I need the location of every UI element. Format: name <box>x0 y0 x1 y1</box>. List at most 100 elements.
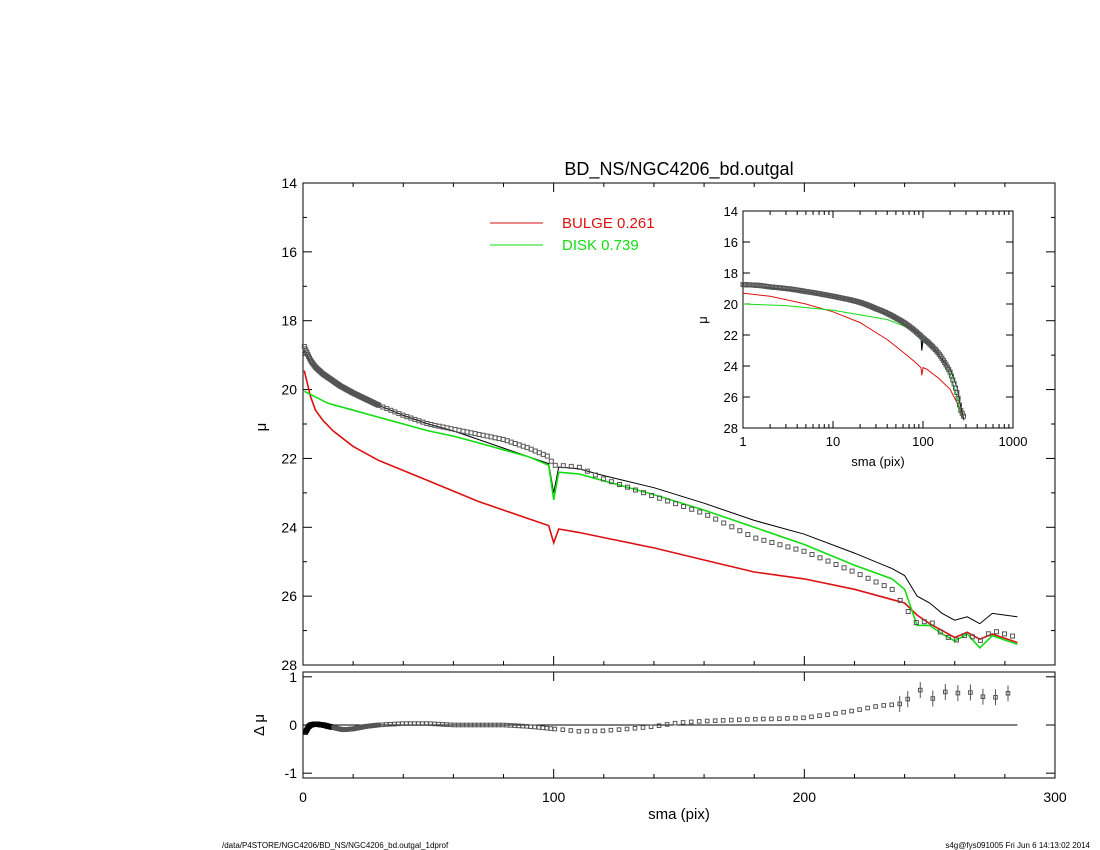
observed-data-point <box>714 517 718 521</box>
observed-data-point <box>497 437 501 441</box>
observed-data-point <box>746 533 750 537</box>
footer-file-path: /data/P4STORE/NGC4206/BD_NS/NGC4206_bd.o… <box>222 841 448 850</box>
observed-data-point <box>698 510 702 514</box>
residual-x-tick-label: 0 <box>299 789 307 805</box>
residual-data-point <box>802 716 806 720</box>
residual-data-point <box>874 705 878 709</box>
residual-data-point <box>810 715 814 719</box>
residual-data-point <box>633 727 637 731</box>
residual-data-point <box>689 720 693 724</box>
inset-x-label: sma (pix) <box>851 454 904 469</box>
chart-title: BD_NS/NGC4206_bd.outgal <box>564 159 793 180</box>
y-tick-label: 14 <box>281 175 297 191</box>
residual-data-point <box>673 721 677 725</box>
observed-data-point <box>485 434 489 438</box>
inset-y-tick-label: 18 <box>724 266 738 281</box>
observed-data-point <box>786 545 790 549</box>
residual-x-tick-label: 200 <box>793 789 817 805</box>
observed-data-point <box>517 443 521 447</box>
residual-data-point <box>746 718 750 722</box>
observed-data-point <box>682 505 686 509</box>
observed-data-point <box>505 439 509 443</box>
inset-y-tick-label: 26 <box>724 390 738 405</box>
y-tick-label: 24 <box>281 519 297 535</box>
observed-data-point <box>770 541 774 545</box>
y-tick-label: 18 <box>281 313 297 329</box>
inset-background <box>743 211 1013 428</box>
observed-data-point <box>513 442 517 446</box>
y-tick-label: 16 <box>281 244 297 260</box>
residual-x-tick-label: 300 <box>1043 789 1067 805</box>
observed-data-point <box>525 446 529 450</box>
observed-data-point <box>866 576 870 580</box>
residual-y-label: Δ μ <box>251 714 268 736</box>
residual-data-point <box>762 717 766 721</box>
residual-series-group <box>303 682 1017 734</box>
inset-y-tick-label: 20 <box>724 297 738 312</box>
observed-data-point <box>537 451 541 455</box>
residual-data-point <box>577 730 581 734</box>
residual-data-point <box>705 719 709 723</box>
residual-data-point <box>569 729 573 733</box>
residual-data-point <box>553 727 557 731</box>
residual-axis-ticks: 10-10 100 200 300 <box>285 669 1067 805</box>
inset-y-label: μ <box>695 316 710 324</box>
residual-data-point <box>713 719 717 723</box>
residual-data-point <box>754 717 758 721</box>
residual-y-tick-label: -1 <box>285 765 298 781</box>
residual-data-point <box>738 718 742 722</box>
residual-y-tick-label: 1 <box>289 669 297 685</box>
residual-data-point <box>866 706 870 710</box>
footer-timestamp: s4g@fys091005 Fri Jun 6 14:13:02 2014 <box>945 841 1090 850</box>
residual-data-point <box>890 703 894 707</box>
observed-data-point <box>906 610 910 614</box>
observed-data-point <box>501 437 505 441</box>
observed-data-point <box>778 543 782 547</box>
residual-data-point <box>858 708 862 712</box>
residual-data-point <box>818 714 822 718</box>
observed-data-point <box>802 549 806 553</box>
residual-data-point <box>561 728 565 732</box>
residual-data-point <box>826 713 830 717</box>
observed-data-point <box>481 433 485 437</box>
observed-data-point <box>858 573 862 577</box>
residual-data-point <box>545 726 549 730</box>
observed-data-point <box>545 454 549 458</box>
observed-data-point <box>509 440 513 444</box>
observed-data-point <box>473 432 477 436</box>
observed-data-point <box>461 429 465 433</box>
observed-data-point <box>549 459 553 463</box>
residual-panel: Δ μ sma (pix) 10-10 100 200 300 <box>251 669 1067 823</box>
observed-data-point <box>722 521 726 525</box>
inset-y-tick-label: 16 <box>724 235 738 250</box>
residual-data-point <box>533 725 537 729</box>
inset-panel: μ sma (pix) 14 16 18 20 22 24 26 281 10 100 1000 <box>695 204 1027 469</box>
residual-data-point <box>834 712 838 716</box>
residual-data-point <box>389 723 393 727</box>
y-tick-label: 20 <box>281 382 297 398</box>
residual-x-tick-label: 100 <box>542 789 566 805</box>
observed-data-point <box>762 538 766 542</box>
legend-label: DISK 0.739 <box>562 237 639 254</box>
observed-data-point <box>850 569 854 573</box>
residual-data-point <box>657 724 661 728</box>
residual-data-point <box>549 727 553 731</box>
legend-label: BULGE 0.261 <box>562 215 655 232</box>
observed-data-point <box>541 452 545 456</box>
inset-x-tick-label: 10 <box>826 434 840 449</box>
residual-data-point <box>730 718 734 722</box>
residual-data-point <box>721 719 725 723</box>
observed-data-point <box>818 556 822 560</box>
residual-data-point <box>601 729 605 733</box>
residual-data-point <box>585 729 589 733</box>
observed-data-point <box>738 529 742 533</box>
y-tick-label: 26 <box>281 588 297 604</box>
residual-data-point <box>882 704 886 708</box>
residual-data-point <box>625 727 629 731</box>
observed-data-point <box>730 525 734 529</box>
observed-data-point <box>794 547 798 551</box>
inset-y-tick-label: 24 <box>724 359 738 374</box>
residual-data-point <box>641 726 645 730</box>
inset-x-tick-label: 1 <box>739 434 746 449</box>
